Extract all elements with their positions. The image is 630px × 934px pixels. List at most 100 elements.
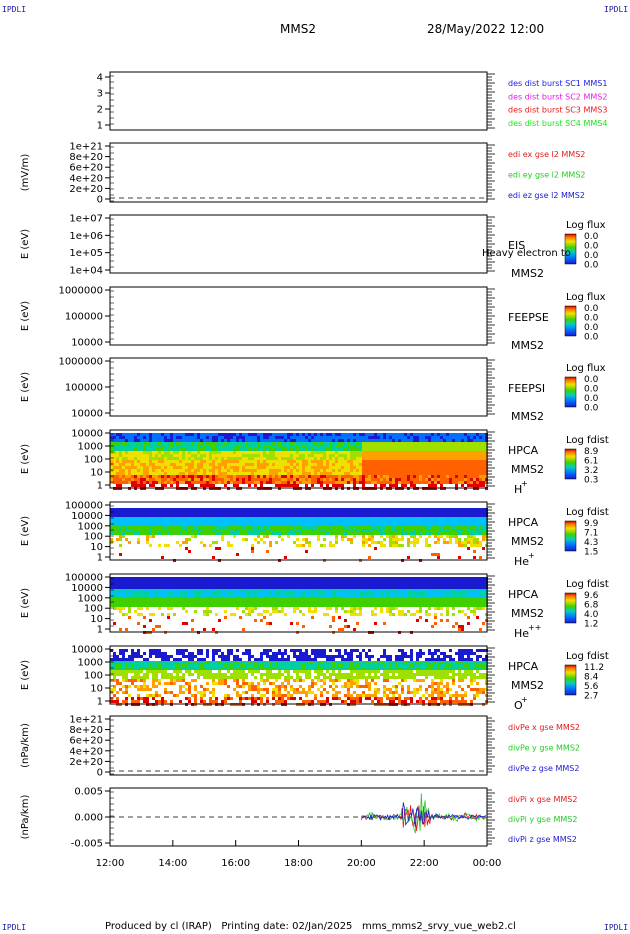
spectrogram-cell [263, 454, 266, 457]
spectrogram-cell [377, 577, 380, 580]
spectrogram-cell [440, 463, 443, 466]
spectrogram-cell [146, 532, 149, 535]
spectrogram-cell [140, 451, 143, 454]
spectrogram-cell [140, 442, 143, 445]
spectrogram-cell [443, 481, 446, 484]
spectrogram-cell [464, 442, 467, 445]
spectrogram-cell [119, 532, 122, 535]
spectrogram-cell [458, 433, 461, 436]
spectrogram-cell [476, 532, 479, 535]
spectrogram-cell [311, 466, 314, 469]
spectrogram-cell [116, 598, 119, 601]
spectrogram-cell [395, 448, 398, 451]
spectrogram-cell [152, 526, 155, 529]
spectrogram-cell [251, 583, 254, 586]
spectrogram-cell [242, 595, 245, 598]
spectrogram-cell [446, 508, 449, 511]
spectrogram-cell [170, 580, 173, 583]
spectrogram-cell [116, 457, 119, 460]
spectrogram-cell [161, 523, 164, 526]
spectrogram-cell [248, 520, 251, 523]
spectrogram-cell [164, 460, 167, 463]
spectrogram-cell [197, 598, 200, 601]
spectrogram-cell [134, 583, 137, 586]
spectrogram-cell [368, 523, 371, 526]
spectrogram-cell [302, 523, 305, 526]
spectrogram-cell [281, 454, 284, 457]
spectrogram-cell [344, 598, 347, 601]
spectrogram-cell [149, 508, 152, 511]
spectrogram-cell [278, 475, 281, 478]
spectrogram-cell [374, 484, 377, 487]
spectrogram-cell [329, 601, 332, 604]
spectrogram-cell [446, 511, 449, 514]
spectrogram-cell [128, 529, 131, 532]
spectrogram-cell [437, 529, 440, 532]
spectrogram-cell [218, 451, 221, 454]
spectrogram-cell [134, 460, 137, 463]
spectrogram-cell [380, 454, 383, 457]
spectrogram-cell [281, 484, 284, 487]
spectrogram-cell [191, 592, 194, 595]
spectrogram-cell [251, 478, 254, 481]
spectrogram-cell [245, 442, 248, 445]
spectrogram-cell [149, 598, 152, 601]
spectrogram-cell [176, 448, 179, 451]
spectrogram-cell [110, 475, 113, 478]
spectrogram-cell [338, 586, 341, 589]
spectrogram-cell [323, 475, 326, 478]
spectrogram-cell [161, 580, 164, 583]
spectrogram-cell [263, 595, 266, 598]
spectrogram-cell [116, 577, 119, 580]
spectrogram-cell [467, 526, 470, 529]
spectrogram-cell [356, 532, 359, 535]
spectrogram-cell [359, 613, 362, 616]
spectrogram-cell [299, 445, 302, 448]
spectrogram-cell [386, 604, 389, 607]
spectrogram-cell [365, 598, 368, 601]
spectrogram-cell [413, 601, 416, 604]
spectrogram-cell [320, 514, 323, 517]
spectrogram-cell [446, 481, 449, 484]
spectrogram-cell [194, 535, 197, 538]
spectrogram-cell [242, 463, 245, 466]
spectrogram-cell [194, 436, 197, 439]
spectrogram-cell [254, 586, 257, 589]
spectrogram-cell [350, 613, 353, 616]
spectrogram-cell [425, 514, 428, 517]
spectrogram-cell [329, 541, 332, 544]
spectrogram-cell [125, 526, 128, 529]
spectrogram-cell [299, 460, 302, 463]
spectrogram-cell [434, 451, 437, 454]
spectrogram-cell [371, 436, 374, 439]
spectrogram-cell [122, 481, 125, 484]
spectrogram-cell [218, 547, 221, 550]
spectrogram-cell [422, 595, 425, 598]
spectrogram-cell [125, 475, 128, 478]
spectrogram-cell [410, 478, 413, 481]
spectrogram-cell [293, 607, 296, 610]
spectrogram-cell [464, 448, 467, 451]
spectrogram-cell [275, 580, 278, 583]
spectrogram-cell [110, 472, 113, 475]
spectrogram-cell [182, 433, 185, 436]
spectrogram-cell [185, 454, 188, 457]
spectrogram-cell [311, 436, 314, 439]
spectrogram-cell [197, 532, 200, 535]
spectrogram-cell [311, 601, 314, 604]
spectrogram-cell [266, 439, 269, 442]
spectrogram-cell [434, 523, 437, 526]
spectrogram-cell [215, 523, 218, 526]
spectrogram-cell [392, 544, 395, 547]
spectrogram-cell [332, 478, 335, 481]
spectrogram-cell [269, 601, 272, 604]
spectrogram-cell [371, 475, 374, 478]
spectrogram-cell [170, 484, 173, 487]
spectrogram-cell [449, 457, 452, 460]
spectrogram-cell [284, 433, 287, 436]
spectrogram-cell [170, 457, 173, 460]
spectrogram-cell [290, 601, 293, 604]
spectrogram-cell [158, 517, 161, 520]
spectrogram-cell [320, 439, 323, 442]
spectrogram-cell [302, 457, 305, 460]
